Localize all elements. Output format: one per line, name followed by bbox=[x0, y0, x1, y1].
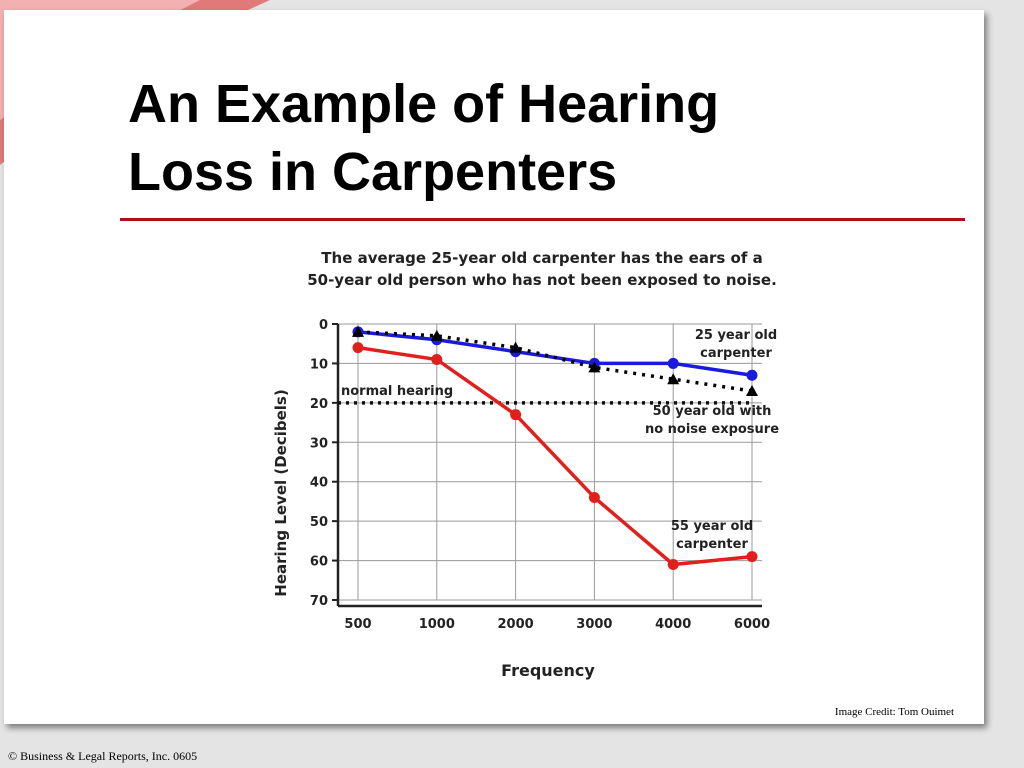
y-axis-label: Hearing Level (Decibels) bbox=[272, 389, 290, 596]
series-point bbox=[352, 342, 364, 354]
slide-title: An Example of Hearing Loss in Carpenters bbox=[128, 70, 928, 206]
series-point-triangle bbox=[352, 325, 364, 337]
series-point bbox=[588, 491, 600, 503]
series-point-triangle bbox=[667, 373, 680, 385]
series-line-1 bbox=[357, 330, 753, 393]
series-label-line2: no noise exposure bbox=[645, 422, 779, 437]
y-tick-label: 20 bbox=[310, 397, 328, 412]
series-point bbox=[667, 357, 679, 369]
normal-hearing-label: normal hearing bbox=[341, 384, 453, 399]
series-label-line2: carpenter bbox=[676, 537, 748, 552]
series-label-line2: carpenter bbox=[700, 346, 772, 361]
x-tick-label: 500 bbox=[344, 617, 371, 632]
chart-series bbox=[352, 325, 758, 571]
slide-title-line2: Loss in Carpenters bbox=[128, 142, 618, 202]
reference-line-layer: normal hearing bbox=[338, 384, 754, 405]
series-label-line1: 50 year old with bbox=[653, 404, 772, 419]
y-tick-label: 10 bbox=[310, 357, 328, 372]
x-tick-label: 6000 bbox=[734, 617, 770, 632]
hearing-chart: The average 25-year old carpenter has th… bbox=[272, 249, 779, 680]
copyright-footer: © Business & Legal Reports, Inc. 0605 bbox=[8, 749, 198, 763]
series-line-2 bbox=[357, 345, 753, 567]
x-tick-label: 4000 bbox=[655, 617, 691, 632]
series-label-line1: 55 year old bbox=[671, 519, 753, 534]
y-tick-label: 70 bbox=[310, 594, 328, 609]
series-point-triangle bbox=[588, 361, 601, 373]
slide-title-line1: An Example of Hearing bbox=[128, 74, 720, 134]
y-tick-label: 0 bbox=[319, 318, 328, 333]
series-point-triangle bbox=[509, 341, 522, 353]
image-credit: Image Credit: Tom Ouimet bbox=[834, 706, 954, 718]
chart-series-labels: 25 year old carpenter 50 year old with no n… bbox=[645, 328, 779, 552]
y-tick-label: 40 bbox=[310, 476, 328, 491]
series-line-0 bbox=[357, 330, 753, 377]
y-tick-label: 50 bbox=[310, 515, 328, 530]
series-point-triangle bbox=[746, 385, 758, 397]
title-rule bbox=[120, 218, 965, 221]
y-tick-label: 30 bbox=[310, 436, 328, 451]
x-tick-label: 2000 bbox=[498, 617, 534, 632]
series-point bbox=[746, 551, 758, 563]
series-point bbox=[431, 353, 443, 365]
x-tick-label: 3000 bbox=[576, 617, 612, 632]
chart-title-line1: The average 25-year old carpenter has th… bbox=[321, 249, 762, 267]
series-point bbox=[746, 369, 758, 381]
chart-grid bbox=[338, 323, 762, 601]
x-axis-label: Frequency bbox=[501, 661, 595, 680]
series-point bbox=[510, 409, 522, 421]
y-tick-label: 60 bbox=[310, 555, 328, 570]
series-point-triangle bbox=[430, 329, 443, 341]
chart-axes: 0 10 20 30 40 50 60 70 500 1000 2000 3000 4000 6000 bbox=[310, 318, 770, 632]
series-label-line1: 25 year old bbox=[695, 328, 777, 343]
x-tick-label: 1000 bbox=[419, 617, 455, 632]
chart-title-line2: 50-year old person who has not been expo… bbox=[307, 271, 777, 289]
series-point bbox=[667, 559, 679, 571]
